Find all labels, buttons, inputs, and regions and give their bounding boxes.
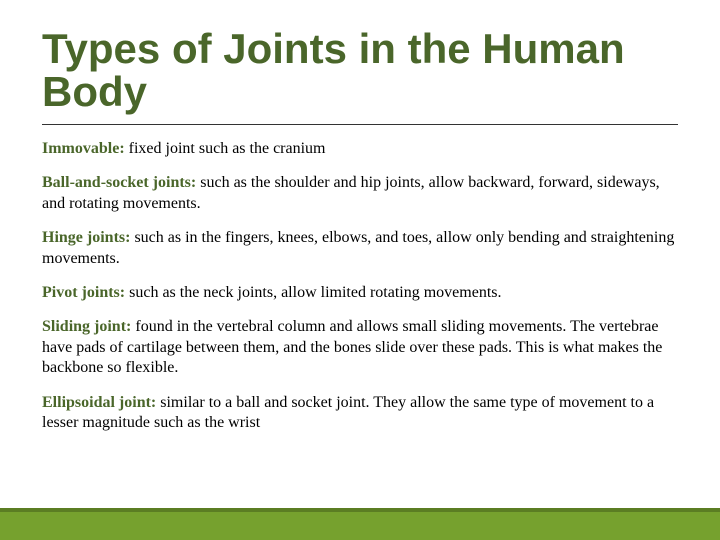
footer-bar <box>0 512 720 540</box>
joint-entry: Immovable: fixed joint such as the crani… <box>42 139 678 159</box>
joint-term: Ball-and-socket joints: <box>42 174 196 191</box>
joint-term: Immovable: <box>42 140 125 157</box>
joint-desc: fixed joint such as the cranium <box>125 140 326 157</box>
joint-entry: Ball-and-socket joints: such as the shou… <box>42 173 678 214</box>
joint-term: Hinge joints: <box>42 229 130 246</box>
joint-term: Sliding joint: <box>42 318 131 335</box>
joint-entry: Ellipsoidal joint: similar to a ball and… <box>42 393 678 434</box>
joint-term: Ellipsoidal joint: <box>42 394 156 411</box>
joint-desc: such as the neck joints, allow limited r… <box>125 284 501 301</box>
joint-entry: Pivot joints: such as the neck joints, a… <box>42 283 678 303</box>
joint-entry: Hinge joints: such as in the fingers, kn… <box>42 228 678 269</box>
joint-term: Pivot joints: <box>42 284 125 301</box>
slide-container: Types of Joints in the Human Body Immova… <box>0 0 720 540</box>
body-content: Immovable: fixed joint such as the crani… <box>42 139 678 434</box>
joint-entry: Sliding joint: found in the vertebral co… <box>42 317 678 378</box>
joint-desc: such as in the fingers, knees, elbows, a… <box>42 229 674 266</box>
joint-desc: found in the vertebral column and allows… <box>42 318 662 376</box>
slide-title: Types of Joints in the Human Body <box>42 28 678 125</box>
